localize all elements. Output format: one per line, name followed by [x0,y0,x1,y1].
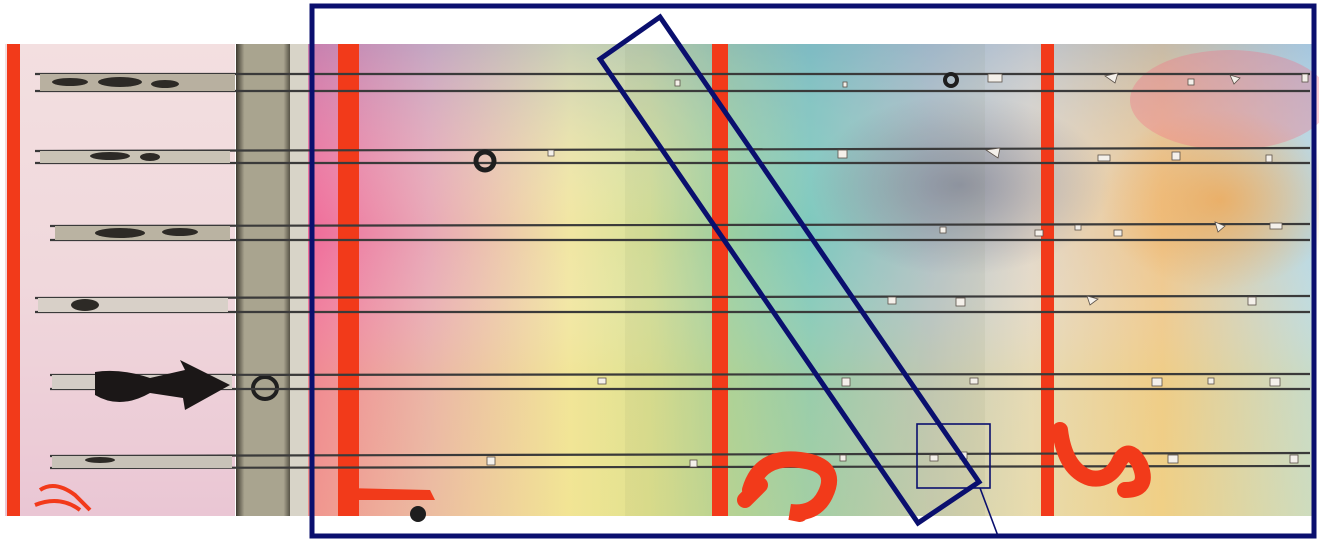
handwritten-3 [1052,422,1151,498]
bubble [943,72,959,88]
arrow-marking [95,360,230,410]
diagonal-frame [596,13,983,527]
handwritten-1 [34,484,92,512]
left-red-line [7,44,20,516]
bubble [410,506,426,522]
vertical-channel [236,44,292,516]
left-panel [5,44,235,516]
red-line-3 [1041,44,1054,516]
main-frame [309,3,1317,539]
handwritten-2 [737,451,838,522]
red-line-1 [338,44,359,516]
inset-leader-line [979,487,999,537]
inset-square [916,423,991,489]
crystals [486,72,1309,468]
bubble [473,149,497,173]
